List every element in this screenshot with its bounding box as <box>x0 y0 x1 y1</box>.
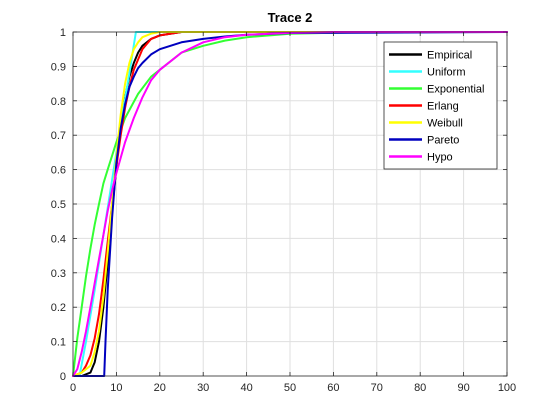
y-tick-label: 1 <box>60 27 66 39</box>
series-line-exponential <box>72 31 508 377</box>
legend-label-hypo: Hypo <box>427 152 453 164</box>
y-tick-label: 0.8 <box>51 96 66 108</box>
y-tick-label: 0.4 <box>51 233 66 245</box>
x-tick-label: 90 <box>457 382 469 394</box>
y-tick-label: 0.7 <box>51 130 66 142</box>
x-tick-label: 20 <box>154 382 166 394</box>
x-tick-label: 30 <box>197 382 209 394</box>
legend-label-uniform: Uniform <box>427 67 466 79</box>
y-tick-label: 0 <box>60 371 66 383</box>
legend: Empirical Uniform Exponential Erlang Weibull… <box>383 41 498 170</box>
y-tick-label: 0.1 <box>51 337 66 349</box>
x-tick-label: 10 <box>110 382 122 394</box>
x-tick-label: 60 <box>327 382 339 394</box>
x-tick-label: 40 <box>240 382 252 394</box>
series-line-weibull <box>72 31 508 377</box>
legend-label-empirical: Empirical <box>427 50 472 62</box>
y-tick-label: 0.9 <box>51 61 66 73</box>
y-tick-label: 0.3 <box>51 268 66 280</box>
x-tick-label: 70 <box>371 382 383 394</box>
chart-title: Trace 2 <box>268 10 313 25</box>
y-tick-label: 0.6 <box>51 165 66 177</box>
y-tick-label: 0.5 <box>51 199 66 211</box>
x-tick-label: 100 <box>498 382 516 394</box>
legend-label-exponential: Exponential <box>427 84 485 96</box>
axis-ticks: 0 10 20 30 40 50 60 70 80 90 100 0 0.1 0.2 0.3 0.4 0.5 0.… <box>51 27 516 394</box>
series-line-pareto <box>72 31 508 377</box>
legend-label-weibull: Weibull <box>427 118 463 130</box>
series-line-hypo <box>72 31 508 377</box>
x-tick-label: 50 <box>284 382 296 394</box>
x-tick-label: 0 <box>70 382 76 394</box>
x-tick-label: 80 <box>414 382 426 394</box>
legend-label-pareto: Pareto <box>427 135 459 147</box>
y-tick-label: 0.2 <box>51 302 66 314</box>
legend-label-erlang: Erlang <box>427 101 459 113</box>
